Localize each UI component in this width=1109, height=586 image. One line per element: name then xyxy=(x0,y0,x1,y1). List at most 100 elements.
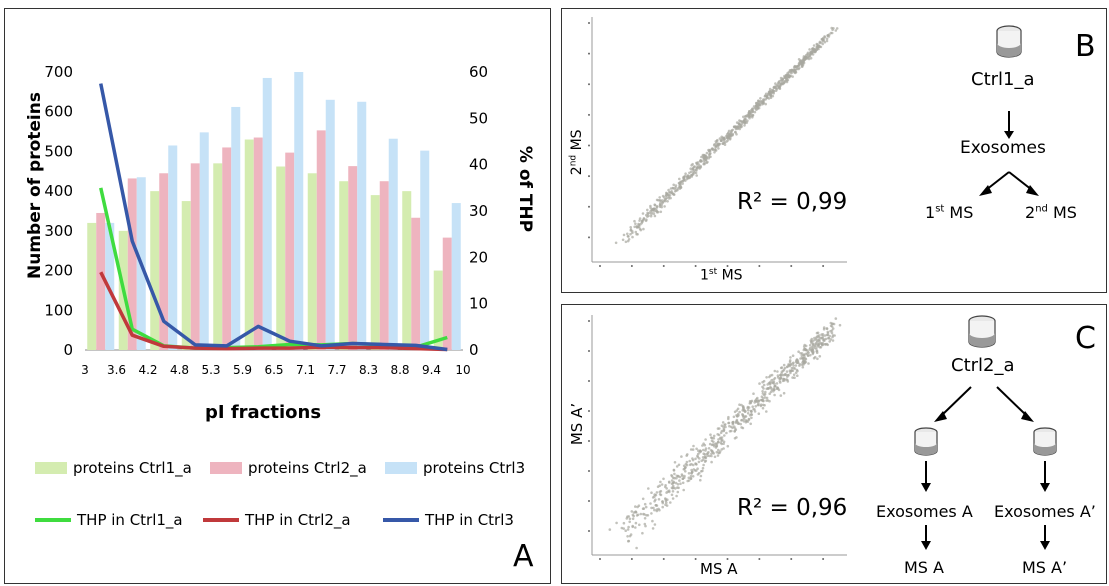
scatter-point xyxy=(762,379,766,383)
scatter-point xyxy=(773,388,776,391)
x-tick-label: 8.3 xyxy=(359,363,378,377)
x-tick-label: 6.5 xyxy=(264,363,283,377)
y-right-tick-label: 50 xyxy=(469,109,488,127)
scatter-point xyxy=(626,535,629,538)
scatter-point xyxy=(664,503,667,507)
scatter-point xyxy=(704,456,708,460)
scatter-point xyxy=(746,412,750,415)
scatter-point xyxy=(747,409,750,412)
y-tick xyxy=(588,205,590,208)
scatter-point xyxy=(817,47,820,51)
scatter-point xyxy=(810,51,813,55)
scatter-point xyxy=(708,155,711,158)
scatter-point xyxy=(713,151,716,154)
scatter-point xyxy=(763,396,767,399)
y-tick xyxy=(588,470,590,472)
scatter-point xyxy=(774,89,778,92)
scatter-point xyxy=(712,440,715,444)
scatter-point xyxy=(809,339,813,342)
scatter-point xyxy=(649,206,652,209)
bar xyxy=(402,191,412,350)
sample-tube-icon xyxy=(968,315,996,348)
scatter-point xyxy=(818,338,821,342)
x-axis-label-b: 1st MS xyxy=(700,267,743,284)
x-tick xyxy=(630,558,633,560)
scatter-point xyxy=(827,35,831,38)
scatter-point xyxy=(807,56,811,59)
scatter-point xyxy=(742,119,746,123)
scatter-point xyxy=(690,472,693,475)
scatter-point xyxy=(672,469,676,472)
scatter-point xyxy=(800,354,804,357)
scatter-point xyxy=(795,358,799,362)
scatter-point xyxy=(666,200,669,203)
scatter-point xyxy=(642,512,645,516)
scatter-point xyxy=(622,521,626,525)
scatter-point xyxy=(689,170,693,173)
scatter-point xyxy=(695,469,698,472)
bar xyxy=(379,181,389,350)
scatter-point xyxy=(622,233,626,237)
scatter-point xyxy=(652,506,655,510)
scatter-point xyxy=(771,94,775,98)
scatter-point xyxy=(693,171,696,174)
panel-c: MS A MS A’ R² = 0,96 Ctrl2_a Exo xyxy=(561,304,1107,584)
scatter-point xyxy=(671,490,675,493)
scatter-point xyxy=(676,483,680,486)
scatter-point xyxy=(707,447,711,450)
scatter-point xyxy=(806,52,809,56)
scatter-point xyxy=(762,399,765,403)
scatter-point xyxy=(683,474,686,478)
scatter-point xyxy=(641,531,644,535)
scatter-point xyxy=(663,198,667,201)
scatter-point xyxy=(831,339,835,342)
scatter-point xyxy=(725,431,728,435)
x-tick-label: 4.8 xyxy=(170,363,189,377)
scatter-point xyxy=(761,390,764,393)
legend-item-thp-ctrl3: THP in Ctrl3 xyxy=(383,511,514,529)
scatter-point xyxy=(803,361,806,365)
scatter-point xyxy=(819,341,822,345)
scatter-point xyxy=(805,57,808,60)
scatter-point xyxy=(743,410,747,413)
scatter-point xyxy=(790,71,793,75)
y-right-tick-label: 60 xyxy=(469,63,488,81)
scatter-point xyxy=(692,444,695,448)
arrow-right-split xyxy=(996,386,1028,417)
scatter-point xyxy=(667,188,670,192)
scatter-point xyxy=(640,219,644,223)
scatter-point xyxy=(757,412,761,415)
scatter-point xyxy=(701,469,704,473)
scatter-point xyxy=(815,48,818,51)
sample-label-c: Ctrl2_a xyxy=(951,355,1015,376)
scatter-point xyxy=(673,461,677,464)
scatter-point xyxy=(821,37,824,41)
scatter-point xyxy=(770,373,774,377)
scatter-point xyxy=(702,448,705,452)
scatter-point xyxy=(796,374,799,377)
bar xyxy=(199,132,209,350)
scatter-point xyxy=(820,336,824,340)
scatter-point xyxy=(754,399,757,403)
scatter-point xyxy=(803,355,806,358)
scatter-point xyxy=(802,58,806,61)
scatter-point xyxy=(753,410,757,413)
scatter-point xyxy=(653,493,656,496)
y-axis-label-left: Number of proteins xyxy=(25,92,45,279)
scatter-point xyxy=(628,520,631,524)
scatter-point xyxy=(730,130,733,133)
scatter-point xyxy=(799,357,802,360)
scatter-point xyxy=(655,491,659,494)
scatter-point xyxy=(710,460,713,464)
scatter-point xyxy=(830,331,834,335)
scatter-point xyxy=(624,240,628,244)
legend-item-proteins-ctrl3: proteins Ctrl3 xyxy=(385,459,525,477)
workflow-diagram-c xyxy=(914,315,1057,550)
scatter-point xyxy=(793,367,797,370)
scatter-point xyxy=(689,167,692,170)
scatter-point xyxy=(735,436,738,439)
scatter-point xyxy=(809,56,813,60)
scatter-point xyxy=(765,410,768,413)
scatter-point xyxy=(650,512,653,515)
scatter-point xyxy=(643,517,647,520)
